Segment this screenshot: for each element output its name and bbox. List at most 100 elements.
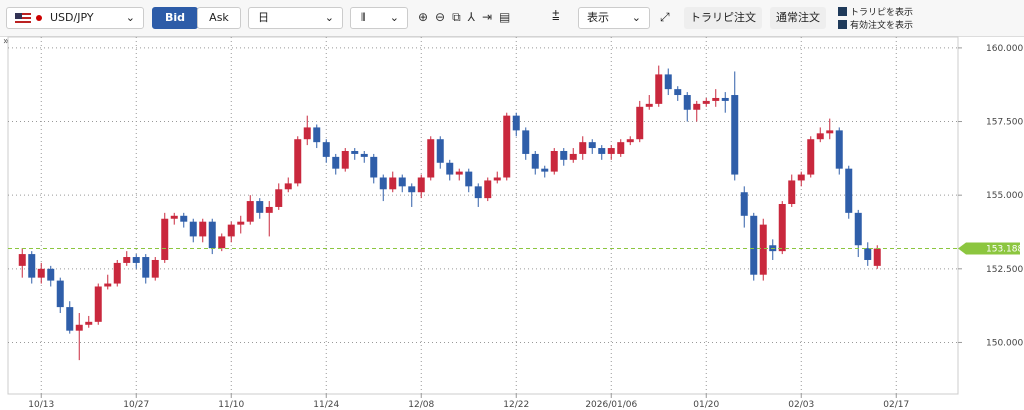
- candle-body: [151, 259, 159, 278]
- candle-body: [398, 177, 406, 187]
- candle-body: [427, 139, 435, 178]
- candle-body: [446, 162, 454, 175]
- tool-icons[interactable]: ⊕⊖⧉⅄⇥▤: [418, 10, 518, 24]
- x-tick-label: 10/27: [123, 400, 149, 410]
- candle-body: [465, 171, 473, 187]
- x-tick-label: 02/03: [788, 400, 814, 410]
- candle-body: [569, 153, 577, 160]
- candle-body: [303, 127, 311, 140]
- candle-body: [750, 215, 758, 275]
- candle-body: [180, 215, 188, 222]
- x-tick-label: 12/08: [408, 400, 434, 410]
- caret: ⌄: [389, 11, 399, 24]
- candle-body: [503, 115, 511, 178]
- candle-body: [541, 168, 549, 172]
- y-tick-label: 155.000: [986, 191, 1023, 201]
- candle-body: [75, 324, 83, 331]
- candle-body: [807, 139, 815, 175]
- candle-body: [512, 115, 520, 131]
- expand-icon[interactable]: ⤢: [660, 10, 670, 24]
- candle-body: [598, 148, 606, 154]
- candle-body: [588, 142, 596, 149]
- candle-body: [550, 150, 558, 172]
- candle-body: [864, 248, 872, 260]
- normal-order-button[interactable]: 通常注文: [770, 7, 826, 29]
- candle-body: [332, 156, 340, 169]
- period: 日: [258, 11, 269, 24]
- candle-body: [360, 153, 368, 157]
- x-tick-label: 11/10: [218, 400, 244, 410]
- candle-body: [674, 89, 682, 96]
- candle-body: [265, 206, 273, 213]
- candle-body: [645, 103, 653, 107]
- current-price-label: 153.188: [986, 245, 1023, 255]
- candle-body: [227, 224, 235, 237]
- candle-body: [94, 286, 102, 322]
- candle-body: [246, 201, 254, 222]
- y-tick-label: 157.500: [986, 118, 1023, 128]
- candle-body: [28, 254, 36, 278]
- bid-button[interactable]: Bid: [152, 7, 198, 29]
- candle-body: [199, 221, 207, 237]
- candle-body: [797, 174, 805, 181]
- candle-body: [626, 139, 634, 143]
- candle-body: [189, 221, 197, 237]
- check: [838, 7, 847, 16]
- symbol-select[interactable]: USD/JPY ⌄: [6, 7, 144, 29]
- candle-body: [759, 224, 767, 275]
- display: 表示: [587, 11, 609, 24]
- y-tick-label: 152.500: [986, 265, 1023, 275]
- candle-body: [47, 268, 55, 281]
- candle-body: [161, 218, 169, 260]
- candle-body: [607, 148, 615, 154]
- candle-body: [256, 201, 264, 213]
- candle-body: [113, 262, 121, 284]
- x-tick-label: 01/20: [693, 400, 719, 410]
- candle-body: [408, 186, 416, 193]
- chart-type-select[interactable]: ⫴ ⌄: [350, 7, 408, 29]
- collapse-button[interactable]: »: [3, 36, 10, 47]
- candle-body: [85, 321, 93, 325]
- check: [838, 20, 847, 29]
- candle-body: [284, 183, 292, 190]
- trap-order-button[interactable]: トラリピ注文: [684, 7, 762, 29]
- candle-body: [237, 221, 245, 225]
- candle-body: [379, 177, 387, 190]
- candle-body: [484, 180, 492, 199]
- candle-body: [218, 236, 226, 249]
- candle-body: [854, 212, 862, 246]
- caret: ⌄: [324, 11, 334, 24]
- candle-body: [313, 127, 321, 143]
- candle-body: [712, 97, 720, 101]
- show-orders-checkbox[interactable]: 有効注文を表示: [838, 20, 913, 32]
- candle-body: [683, 95, 691, 110]
- candle-body: [636, 106, 644, 140]
- x-tick-label: 10/13: [28, 400, 54, 410]
- indicator-icon[interactable]: ⩲: [552, 9, 560, 24]
- candle-body: [341, 150, 349, 169]
- candle-body: [66, 307, 74, 331]
- ask-button[interactable]: Ask: [197, 7, 241, 29]
- candle-body: [617, 142, 625, 154]
- y-tick-label: 150.000: [986, 338, 1023, 348]
- candle-body: [417, 177, 425, 193]
- current-price-tag: [958, 242, 1020, 255]
- candle-body: [294, 139, 302, 184]
- display-select[interactable]: 表示 ⌄: [578, 7, 650, 29]
- candle-body: [845, 168, 853, 213]
- flag-icon: [15, 13, 31, 23]
- y-tick-label: 160.000: [986, 44, 1023, 54]
- candle-body: [37, 268, 45, 278]
- candle-body: [788, 180, 796, 205]
- candle-body: [835, 130, 843, 169]
- candle-body: [56, 280, 64, 308]
- show-trap-checkbox[interactable]: トラリピを表示: [838, 7, 913, 19]
- dot: [36, 15, 42, 21]
- candle-body: [389, 177, 397, 190]
- candle-body: [370, 156, 378, 178]
- x-tick-label: 2026/01/06: [585, 400, 637, 410]
- toolbar: USD/JPY ⌄ Bid Ask 日 ⌄ ⫴ ⌄ ⊕⊖⧉⅄⇥▤ ⩲ 表示 ⌄ ⤢ ト…: [0, 0, 1024, 37]
- caret: ⌄: [125, 11, 135, 24]
- candle-body: [664, 74, 672, 90]
- period-select[interactable]: 日 ⌄: [248, 7, 343, 29]
